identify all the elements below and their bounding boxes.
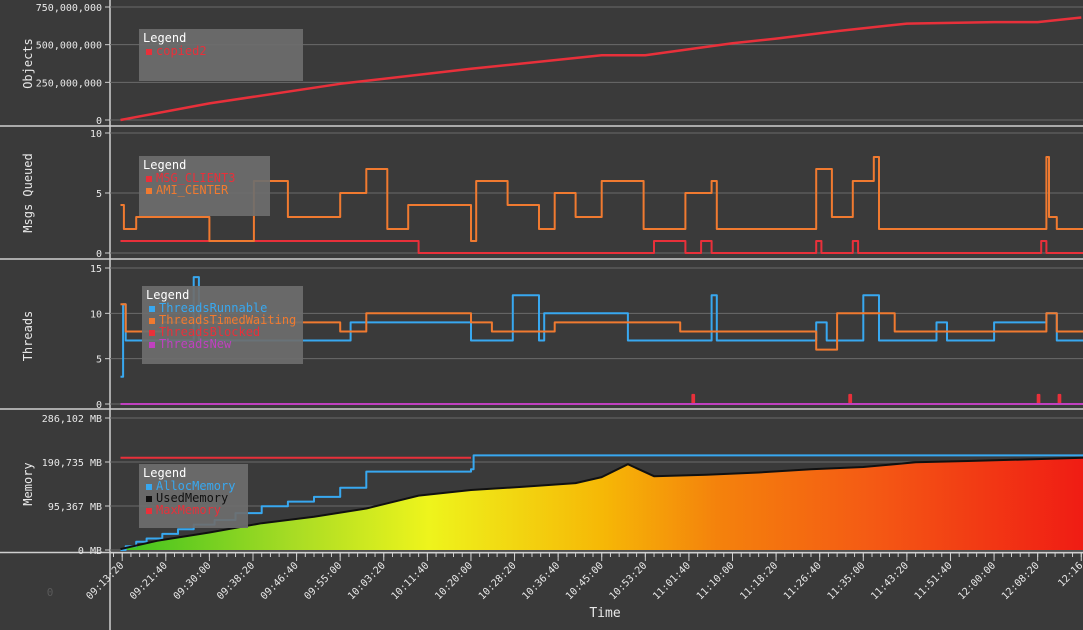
y-tick-label: 5 — [96, 355, 102, 366]
series-line-msg-client3 — [120, 240, 1083, 254]
legend-title: Legend — [143, 466, 186, 480]
y-tick-label: 286,102 MB — [42, 414, 102, 425]
x-tick-label: 10:53:20 — [608, 560, 650, 602]
x-tick-label: 12:08:20 — [1000, 560, 1042, 602]
legend-entry: AllocMemory — [156, 479, 235, 493]
x-tick-label: 09:38:20 — [215, 560, 257, 602]
x-tick-label: 10:20:00 — [433, 560, 475, 602]
legend-entry: ThreadsTimedWaiting — [159, 313, 296, 327]
chart-panel-0: 0 250,000,000 500,000,000 750,000,000 Object… — [21, 3, 1083, 127]
y-tick-label: 95,367 MB — [48, 502, 102, 513]
y-tick-label: 10 — [90, 129, 102, 140]
y-tick-label: 190,735 MB — [42, 458, 102, 469]
legend-swatch — [146, 176, 152, 182]
x-tick-label: 10:36:40 — [520, 560, 562, 602]
chart-panel-3: 0 MB 95,367 MB 190,735 MB 286,102 MB Memory L… — [21, 414, 1083, 557]
legend-box — [139, 464, 248, 528]
legend-title: Legend — [146, 288, 189, 302]
x-tick-label: 11:51:40 — [913, 560, 955, 602]
series-line-usedmemory — [120, 456, 1083, 551]
y-tick-label: 5 — [96, 189, 102, 200]
legend-swatch — [146, 484, 152, 490]
legend-entry: MSG_CLIENT3 — [156, 171, 235, 185]
y-tick-label: 250,000,000 — [36, 78, 102, 89]
x-tick-label: 09:30:00 — [172, 560, 214, 602]
y-tick-label: 0 MB — [78, 546, 102, 557]
legend-entry: ThreadsBlocked — [159, 325, 260, 339]
legend-swatch — [146, 508, 152, 514]
legend-entry: ThreadsNew — [159, 337, 232, 351]
x-tick-label: 10:28:20 — [477, 560, 519, 602]
x-tick-label: 10:45:00 — [564, 560, 606, 602]
x-tick-label: 09:46:40 — [259, 560, 301, 602]
legend-entry: UsedMemory — [156, 491, 228, 505]
y-axis-label: Threads — [21, 311, 35, 362]
x-tick-label: 11:10:00 — [695, 560, 737, 602]
legend-box — [139, 29, 303, 81]
y-tick-label: 500,000,000 — [36, 41, 102, 52]
legend-swatch — [146, 496, 152, 502]
chart-panel-2: 051015ThreadsLegendThreadsRunnableThread… — [21, 264, 1083, 411]
x-tick-label: 10:11:40 — [390, 560, 432, 602]
legend-entry: AMI_CENTER — [156, 183, 229, 197]
legend-swatch — [146, 188, 152, 194]
legend-title: Legend — [143, 31, 186, 45]
series-line-threadsrunnable — [120, 276, 1083, 378]
x-axis: 09:13:20 09:21:40 09:30:00 09:38:20 09:46:40… — [84, 552, 1083, 602]
x-tick-label: 11:43:20 — [869, 560, 911, 602]
x-tick-label: 09:55:00 — [302, 560, 344, 602]
x-tick-label: 09:21:40 — [128, 560, 170, 602]
x-tick-label: 11:35:00 — [826, 560, 868, 602]
x-tick-label: 11:01:40 — [651, 560, 693, 602]
legend-swatch — [149, 318, 155, 324]
legend-box — [142, 286, 303, 364]
series-line-ami-center — [120, 156, 1083, 242]
y-tick-label: 0 — [96, 116, 102, 127]
chart-panel-1: 0 5 10 Msgs Queued LegendMSG_CLIENT3AMI_CENT… — [21, 129, 1083, 260]
legend-swatch — [149, 306, 155, 312]
y-tick-label: 0 — [96, 249, 102, 260]
y-tick-label: 0 — [96, 400, 102, 411]
legend-entry: MaxMemory — [156, 503, 221, 517]
legend-box — [139, 156, 270, 216]
series-line-copied2 — [120, 16, 1082, 122]
y-tick-label: 10 — [90, 309, 102, 320]
x-tick-label: 10:03:20 — [346, 560, 388, 602]
legend-entry: ThreadsRunnable — [159, 301, 267, 315]
x-tick-label: 11:26:40 — [782, 560, 824, 602]
legend-entry: copied2 — [156, 44, 207, 58]
x-tick-label: 11:18:20 — [738, 560, 780, 602]
y-tick-label: 15 — [90, 264, 102, 275]
y-axis-label: Msgs Queued — [21, 153, 35, 232]
legend-title: Legend — [143, 158, 186, 172]
legend-swatch — [149, 342, 155, 348]
x-axis-label: Time — [589, 606, 620, 621]
y-tick-label: 750,000,000 — [36, 3, 102, 14]
y-axis-label: Memory — [21, 462, 35, 505]
used-memory-area — [120, 457, 1083, 550]
legend-swatch — [146, 49, 152, 55]
legend: LegendThreadsRunnableThreadsTimedWaiting… — [142, 286, 303, 364]
legend-swatch — [149, 330, 155, 336]
corner-label: 0 — [47, 586, 54, 599]
x-tick-label: 09:13:20 — [84, 560, 126, 602]
y-axis-label: Objects — [21, 38, 35, 89]
x-tick-label: 12:16 — [1056, 560, 1083, 589]
x-tick-label: 12:00:00 — [956, 560, 998, 602]
